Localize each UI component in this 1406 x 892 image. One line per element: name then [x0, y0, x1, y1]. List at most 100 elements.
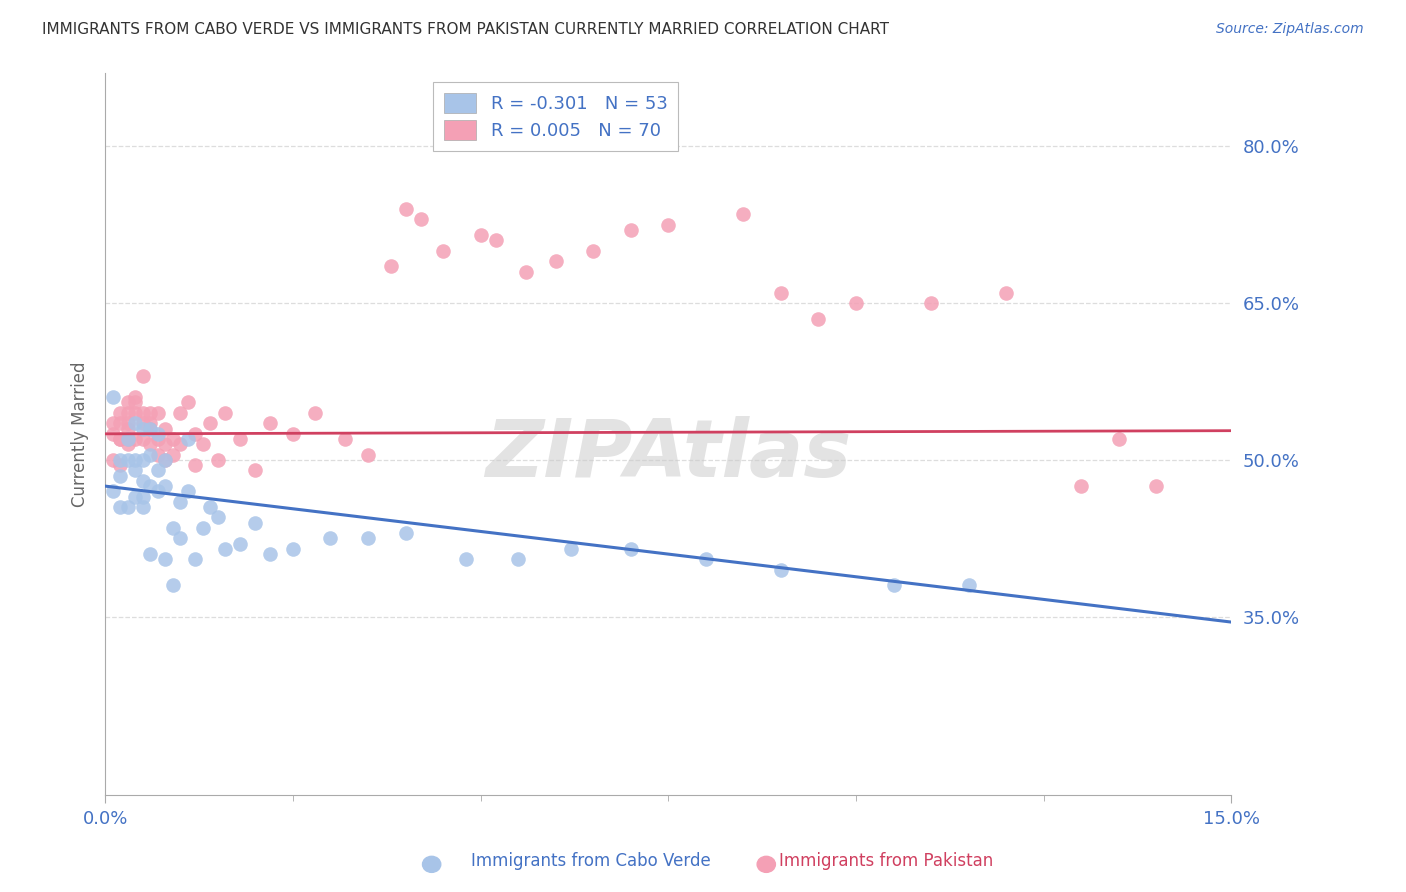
Point [207, 453, 229, 467]
Point [101, 426, 124, 441]
Point [207, 510, 229, 524]
Legend: R = -0.301   N = 53, R = 0.005   N = 70: R = -0.301 N = 53, R = 0.005 N = 70 [433, 82, 679, 151]
Point [304, 406, 326, 420]
Point [146, 448, 169, 462]
Point [184, 426, 207, 441]
Point [245, 463, 267, 477]
Point [200, 500, 222, 514]
Point [957, 578, 980, 592]
Point [432, 244, 454, 258]
Point [229, 536, 252, 550]
Point [139, 479, 162, 493]
Point [508, 552, 530, 566]
Point [132, 421, 155, 435]
Point [146, 432, 169, 446]
Point [357, 448, 380, 462]
Point [169, 495, 191, 509]
Point [139, 406, 162, 420]
Point [139, 547, 162, 561]
Point [695, 552, 717, 566]
Point [117, 406, 139, 420]
Point [357, 532, 380, 546]
Point [544, 254, 567, 268]
Point [110, 417, 132, 431]
Point [139, 437, 162, 451]
Point [394, 202, 416, 216]
Point [155, 552, 177, 566]
Point [139, 448, 162, 462]
Point [883, 578, 905, 592]
Point [169, 532, 191, 546]
Point [117, 432, 139, 446]
Point [177, 432, 200, 446]
Point [132, 417, 155, 431]
Point [319, 532, 342, 546]
Point [132, 453, 155, 467]
Point [132, 369, 155, 384]
Point [124, 453, 146, 467]
Point [200, 417, 222, 431]
Text: Immigrants from Pakistan: Immigrants from Pakistan [779, 852, 993, 870]
Point [620, 541, 643, 556]
Point [124, 432, 146, 446]
Point [132, 406, 155, 420]
Point [177, 395, 200, 409]
Point [139, 421, 162, 435]
Point [281, 426, 304, 441]
Text: IMMIGRANTS FROM CABO VERDE VS IMMIGRANTS FROM PAKISTAN CURRENTLY MARRIED CORRELA: IMMIGRANTS FROM CABO VERDE VS IMMIGRANTS… [42, 22, 889, 37]
Point [214, 406, 236, 420]
Point [620, 223, 643, 237]
Point [335, 432, 357, 446]
Point [110, 432, 132, 446]
Point [162, 578, 184, 592]
Point [101, 417, 124, 431]
Point [117, 395, 139, 409]
Point [155, 453, 177, 467]
Point [155, 437, 177, 451]
Point [1070, 479, 1092, 493]
Point [139, 417, 162, 431]
Point [920, 296, 942, 310]
Point [184, 552, 207, 566]
Point [515, 265, 537, 279]
Point [110, 453, 132, 467]
Point [155, 479, 177, 493]
Point [124, 417, 146, 431]
Point [229, 432, 252, 446]
Point [155, 421, 177, 435]
Point [560, 541, 582, 556]
Point [281, 541, 304, 556]
Point [769, 285, 792, 300]
Point [110, 468, 132, 483]
Point [124, 490, 146, 504]
Point [146, 426, 169, 441]
Point [380, 260, 402, 274]
Point [169, 437, 191, 451]
Point [657, 218, 679, 232]
Point [259, 417, 281, 431]
Point [394, 526, 416, 541]
Point [101, 453, 124, 467]
Text: Source: ZipAtlas.com: Source: ZipAtlas.com [1216, 22, 1364, 37]
Point [101, 390, 124, 404]
Point [146, 406, 169, 420]
Point [162, 448, 184, 462]
Point [101, 484, 124, 499]
Point [733, 207, 755, 221]
Point [132, 432, 155, 446]
Point [214, 541, 236, 556]
Point [124, 406, 146, 420]
Point [124, 395, 146, 409]
Point [117, 417, 139, 431]
Point [177, 484, 200, 499]
Point [1108, 432, 1130, 446]
Point [124, 390, 146, 404]
Point [110, 500, 132, 514]
Point [470, 228, 492, 243]
Point [139, 421, 162, 435]
Point [807, 311, 830, 326]
Point [117, 453, 139, 467]
Point [191, 521, 214, 535]
Point [454, 552, 477, 566]
Text: ZIPAtlas: ZIPAtlas [485, 417, 852, 494]
